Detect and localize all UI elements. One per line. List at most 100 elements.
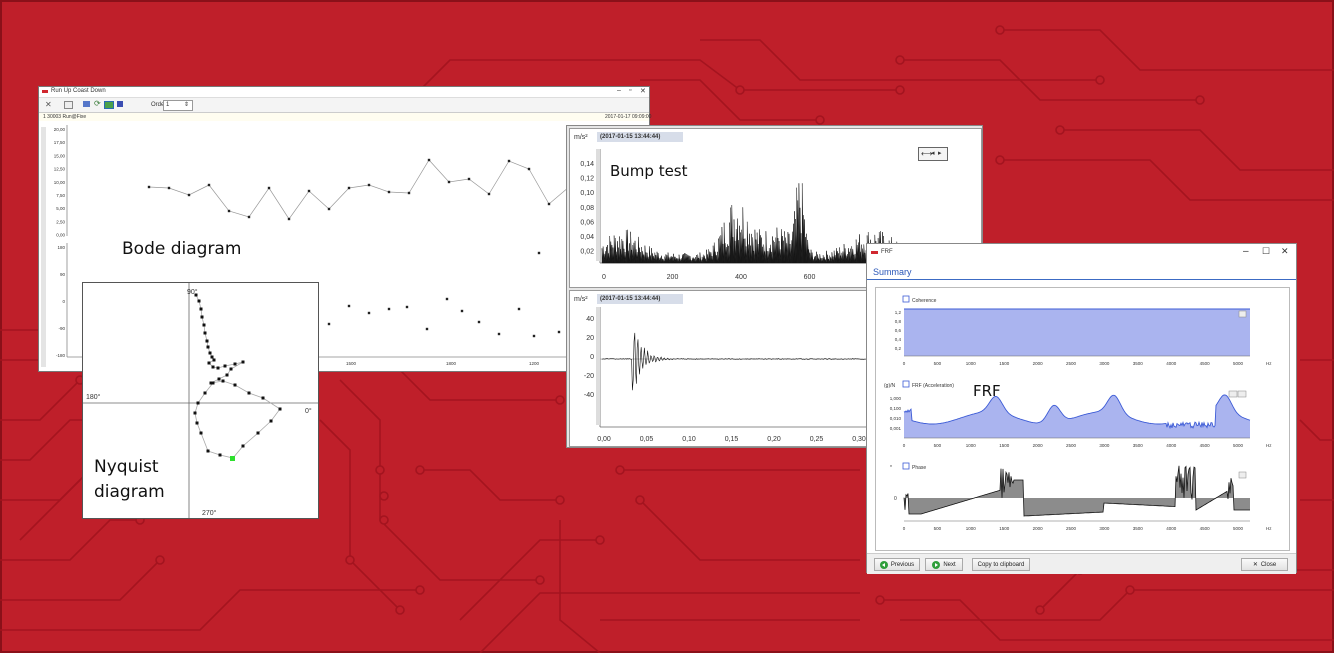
close-icon[interactable]: ✕ xyxy=(1281,246,1289,256)
tick-label: 0,00 xyxy=(597,436,611,443)
restore-icon[interactable]: ▫ xyxy=(629,87,632,94)
chart-tool-icon[interactable] xyxy=(83,101,90,107)
nyquist-point xyxy=(199,431,203,435)
next-button[interactable]: Next xyxy=(925,558,963,571)
zoom-right-icon[interactable]: ▸ xyxy=(938,150,942,157)
bode-magnitude-point xyxy=(187,193,191,197)
frf-more-icon[interactable] xyxy=(1237,390,1247,398)
tick-label: 4500 xyxy=(1200,443,1211,448)
tick-label: 5000 xyxy=(1233,443,1244,448)
tick-label: 0 xyxy=(590,354,594,361)
tick-label: 0,06 xyxy=(580,219,594,226)
tick-label: 2000 xyxy=(1033,526,1044,531)
phase-label: Phase xyxy=(912,465,926,471)
coherence-expand-icon[interactable] xyxy=(1238,310,1247,318)
tick-label: 0 xyxy=(602,274,606,281)
previous-button[interactable]: Previous xyxy=(874,558,920,571)
tick-label: -90 xyxy=(58,326,65,331)
spinner-icon[interactable]: ⇕ xyxy=(184,102,190,108)
tick-label: 0,8 xyxy=(895,319,902,324)
minimize-icon[interactable]: – xyxy=(1243,246,1249,257)
nyquist-point xyxy=(256,431,260,435)
angle-0: 0° xyxy=(305,407,312,415)
nyquist-point xyxy=(216,366,220,370)
summary-label: Summary xyxy=(873,267,912,277)
trace-name: 1 30003 Run@Fixe xyxy=(43,114,87,120)
tick-label: 15,00 xyxy=(54,153,66,158)
frf-window-title: FRF xyxy=(881,249,893,255)
bode-timestamp: 2017-01-17 09:09:00 xyxy=(605,114,652,120)
nyquist-point xyxy=(209,381,213,385)
coherence-label: Coherence xyxy=(912,298,937,304)
tick-label: 0,2 xyxy=(895,346,902,351)
nyquist-point xyxy=(278,407,282,411)
frf-magnitude-plot: (g)/N FRF (Acceleration) 1,000 0,100 0,010… xyxy=(884,380,1251,448)
tick-label: 3500 xyxy=(1133,361,1144,366)
bode-magnitude-point xyxy=(247,215,251,219)
tick-label: 0,010 xyxy=(890,416,902,421)
tick-label: 2500 xyxy=(1066,361,1077,366)
bode-magnitude-point xyxy=(407,191,411,195)
angle-90: 90° xyxy=(187,288,198,296)
bode-magnitude-point xyxy=(547,202,551,206)
tick-label: 2500 xyxy=(1066,526,1077,531)
tick-label: 0,4 xyxy=(895,337,902,342)
phase-expand-icon[interactable] xyxy=(1238,471,1247,479)
nyquist-point xyxy=(241,360,245,364)
image-tool-icon[interactable] xyxy=(104,101,114,109)
tick-label: 4000 xyxy=(1166,361,1177,366)
bode-infobar: 1 30003 Run@Fixe 2017-01-17 09:09:00 xyxy=(39,113,652,121)
bode-magnitude-point xyxy=(427,158,431,162)
coherence-header-icon[interactable] xyxy=(902,295,910,303)
spectrum-timestamp-tag xyxy=(597,132,683,142)
tick-label: 0,04 xyxy=(580,234,594,241)
frf-titlebar: FRF – ☐ ✕ xyxy=(867,244,1296,260)
tick-label: 0 xyxy=(62,299,65,304)
tick-label: 600 xyxy=(804,274,816,281)
tick-label: 1500 xyxy=(999,526,1010,531)
print-icon[interactable] xyxy=(64,101,73,109)
zoom-left-icon[interactable]: ◂ xyxy=(931,150,935,157)
tick-label: 5000 xyxy=(1233,526,1244,531)
tick-label: 4500 xyxy=(1200,526,1211,531)
zoom-reset-icon[interactable]: ⟷ xyxy=(921,149,933,158)
refresh-icon[interactable]: ⟳ xyxy=(94,99,101,108)
phase-y-tick: 0 xyxy=(894,496,897,502)
nyquist-point xyxy=(194,293,198,297)
save-tool-icon[interactable] xyxy=(117,101,123,107)
nyquist-point xyxy=(211,365,215,369)
tick-label: 4000 xyxy=(1166,526,1177,531)
nyquist-point xyxy=(207,361,211,365)
tick-label: 20 xyxy=(586,335,594,342)
tick-label: 4000 xyxy=(1166,443,1177,448)
frf-label: FRF (Acceleration) xyxy=(912,383,954,389)
maximize-icon[interactable]: ☐ xyxy=(1262,246,1271,256)
tick-label: 2,50 xyxy=(56,219,65,224)
bump-test-caption: Bump test xyxy=(610,162,688,180)
tick-label: 40 xyxy=(586,316,594,323)
phase-star: * xyxy=(890,465,892,471)
tick-label: 3000 xyxy=(1099,361,1110,366)
tick-label: 0,10 xyxy=(682,436,696,443)
bode-phase-point xyxy=(497,332,501,336)
close-icon[interactable]: ✕ xyxy=(640,88,646,95)
close-tool-icon[interactable]: ✕ xyxy=(45,100,52,109)
frf-expand-icon[interactable] xyxy=(1228,390,1238,398)
phase-header-icon[interactable] xyxy=(902,462,910,470)
close-button[interactable]: ✕ Close xyxy=(1241,558,1288,571)
nyquist-diagram-caption-line2: diagram xyxy=(94,482,165,502)
bode-magnitude-point xyxy=(327,207,331,211)
frf-header-icon[interactable] xyxy=(902,380,910,388)
order-label: Order xyxy=(151,102,167,108)
hz-unit: Hz xyxy=(1266,526,1272,531)
tick-label: 180 xyxy=(57,245,65,250)
zoom-controls[interactable]: ⟷ ◂ ▸ xyxy=(918,147,948,161)
copy-to-clipboard-button[interactable]: Copy to clipboard xyxy=(972,558,1030,571)
order-select[interactable]: 1 ⇕ xyxy=(163,100,193,111)
close-x-icon: ✕ xyxy=(1252,562,1258,568)
close-label: Close xyxy=(1260,561,1277,568)
tick-label: 1000 xyxy=(966,361,977,366)
nyquist-point xyxy=(217,377,221,381)
frf-unit: (g)/N xyxy=(884,383,896,389)
minimize-icon[interactable]: – xyxy=(617,87,621,94)
